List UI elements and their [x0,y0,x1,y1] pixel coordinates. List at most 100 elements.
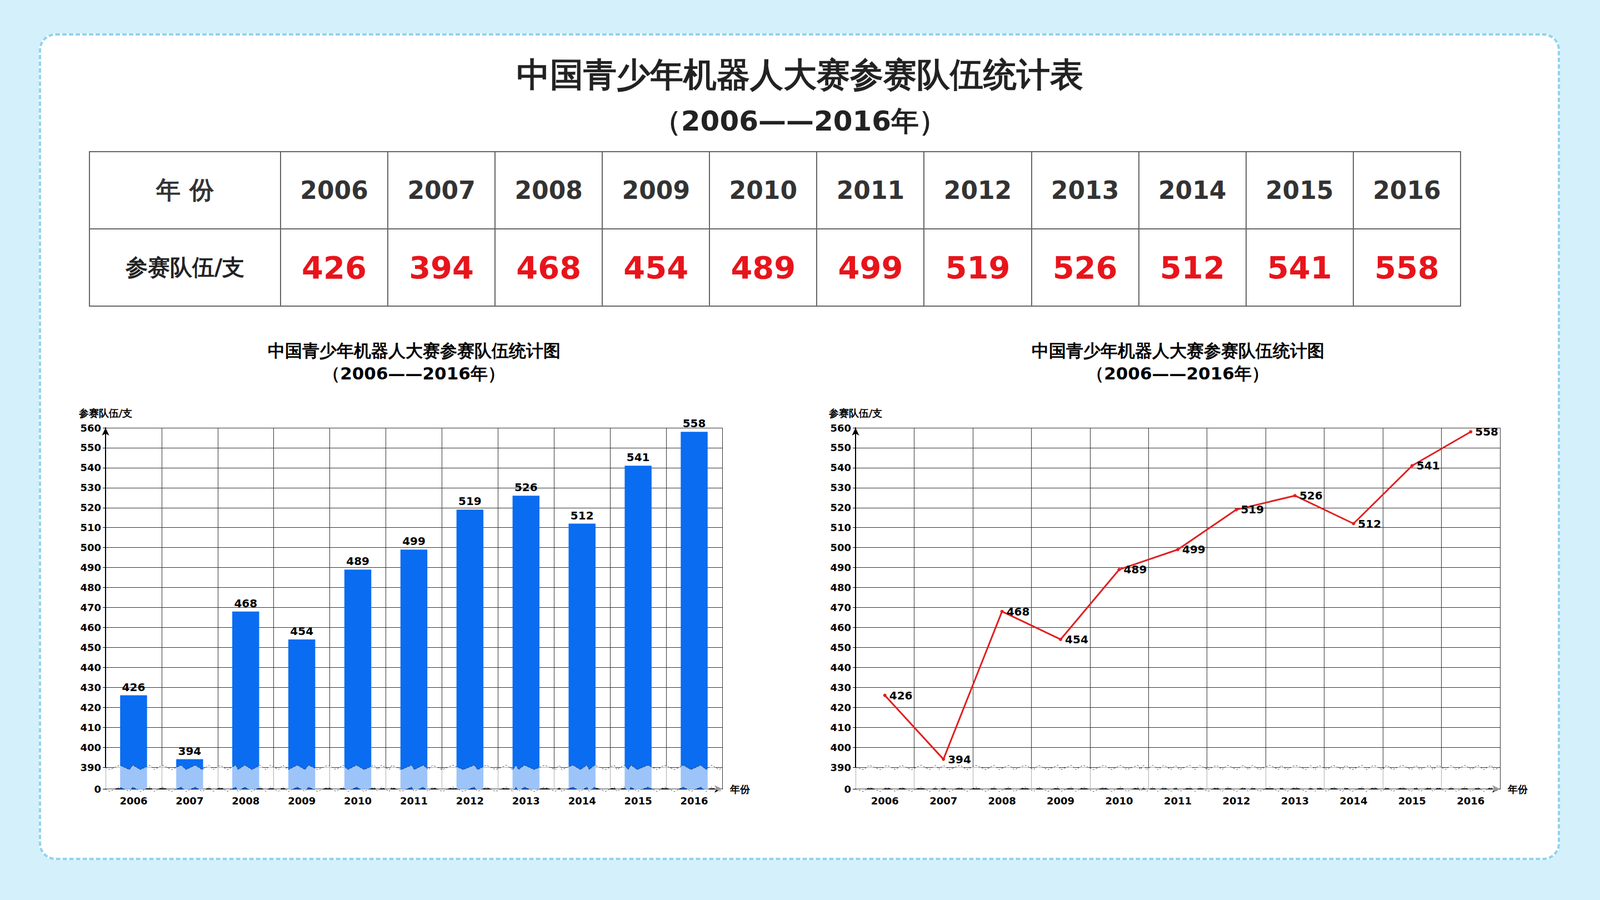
svg-text:410: 410 [80,721,102,734]
svg-text:2015: 2015 [1398,795,1427,807]
svg-text:510: 510 [830,521,852,534]
svg-text:参赛队伍/支: 参赛队伍/支 [78,407,133,419]
svg-text:2016: 2016 [1456,795,1485,807]
svg-text:440: 440 [80,661,102,674]
svg-text:2011: 2011 [400,795,428,807]
svg-text:499: 499 [402,534,426,548]
svg-text:2010: 2010 [1105,795,1133,807]
svg-text:512: 512 [1357,517,1382,531]
svg-text:500: 500 [80,541,102,554]
svg-text:2015: 2015 [624,795,653,807]
svg-text:2008: 2008 [231,795,260,807]
svg-text:468: 468 [233,596,258,610]
svg-text:489: 489 [346,554,370,568]
svg-text:年份: 年份 [1507,783,1529,795]
html-text:中国青少年机器人大赛参赛队伍统计表: 中国青少年机器人大赛参赛队伍统计表 [516,55,1084,94]
html-text:519: 519 [945,249,1011,286]
svg-text:2006: 2006 [871,795,899,807]
svg-text:490: 490 [80,561,102,574]
svg-text:2006: 2006 [119,795,148,807]
svg-text:541: 541 [1416,458,1440,473]
svg-text:510: 510 [80,521,102,534]
svg-text:470: 470 [830,601,852,614]
svg-text:454: 454 [1065,632,1089,647]
svg-text:450: 450 [830,641,852,654]
svg-text:2012: 2012 [456,795,484,807]
html-text:512: 512 [1159,249,1225,286]
svg-text:560: 560 [830,422,852,434]
svg-text:558: 558 [1475,425,1499,439]
svg-text:0: 0 [843,783,852,795]
svg-text:558: 558 [682,416,707,430]
svg-text:394: 394 [947,752,972,767]
svg-text:（2006——2016年）: （2006——2016年） [322,363,505,384]
svg-text:499: 499 [1182,542,1206,557]
svg-text:520: 520 [830,501,852,514]
svg-text:540: 540 [80,461,102,474]
svg-text:2010: 2010 [343,795,372,807]
html-text:394: 394 [409,249,474,286]
svg-text:420: 420 [80,701,102,714]
svg-text:526: 526 [1299,488,1323,503]
svg-text:512: 512 [570,508,594,523]
svg-text:中国青少年机器人大赛参赛队伍统计图: 中国青少年机器人大赛参赛队伍统计图 [1031,340,1325,361]
svg-text:530: 530 [80,481,102,494]
html-text:526: 526 [1052,249,1118,286]
svg-text:410: 410 [830,721,852,734]
svg-text:2014: 2014 [568,795,597,807]
svg-text:519: 519 [1240,502,1264,517]
svg-text:2012: 2012 [1222,795,1250,807]
svg-text:480: 480 [80,581,102,594]
svg-text:年份: 年份 [729,783,751,795]
svg-text:2014: 2014 [1339,795,1368,807]
html-text:499: 499 [838,249,903,286]
svg-text:520: 520 [80,501,102,514]
svg-text:2007: 2007 [175,795,204,807]
html-text:468: 468 [516,249,582,286]
svg-text:430: 430 [80,681,102,694]
svg-text:中国青少年机器人大赛参赛队伍统计图: 中国青少年机器人大赛参赛队伍统计图 [267,340,561,361]
svg-text:390: 390 [830,761,852,774]
svg-text:560: 560 [80,422,102,434]
svg-text:460: 460 [830,621,852,634]
svg-text:519: 519 [458,494,482,508]
svg-text:（2006——2016年）: （2006——2016年） [1086,363,1269,384]
svg-text:460: 460 [80,621,102,634]
svg-text:2008: 2008 [988,795,1017,807]
svg-text:490: 490 [830,561,852,574]
svg-text:530: 530 [830,481,852,494]
svg-text:0: 0 [93,783,102,795]
svg-text:440: 440 [830,661,852,674]
svg-text:489: 489 [1123,562,1148,577]
svg-text:2009: 2009 [1046,795,1075,807]
svg-text:400: 400 [830,741,852,754]
svg-text:2013: 2013 [1281,795,1309,807]
svg-text:参赛队伍/支: 参赛队伍/支 [828,407,883,419]
svg-text:550: 550 [830,441,852,454]
svg-text:550: 550 [80,441,102,454]
svg-text:2011: 2011 [1163,795,1192,807]
html-text:426: 426 [301,249,367,286]
svg-text:454: 454 [290,624,314,638]
svg-text:470: 470 [80,601,102,614]
html-text:454: 454 [623,249,689,286]
html-text:489: 489 [730,249,796,286]
svg-text:2016: 2016 [680,795,708,807]
svg-text:420: 420 [830,701,852,714]
svg-text:450: 450 [80,641,102,654]
svg-text:480: 480 [830,581,852,594]
svg-text:540: 540 [830,461,852,474]
svg-text:426: 426 [122,680,146,694]
svg-text:500: 500 [830,541,852,554]
svg-text:394: 394 [177,744,202,758]
svg-text:526: 526 [514,480,538,494]
svg-text:541: 541 [626,450,650,464]
svg-text:2013: 2013 [512,795,540,807]
svg-text:400: 400 [80,741,102,754]
svg-text:426: 426 [889,688,913,703]
svg-text:468: 468 [1006,605,1030,619]
svg-text:390: 390 [80,761,102,774]
svg-text:2007: 2007 [929,795,958,807]
svg-text:430: 430 [830,681,852,694]
svg-text:2009: 2009 [287,795,316,807]
